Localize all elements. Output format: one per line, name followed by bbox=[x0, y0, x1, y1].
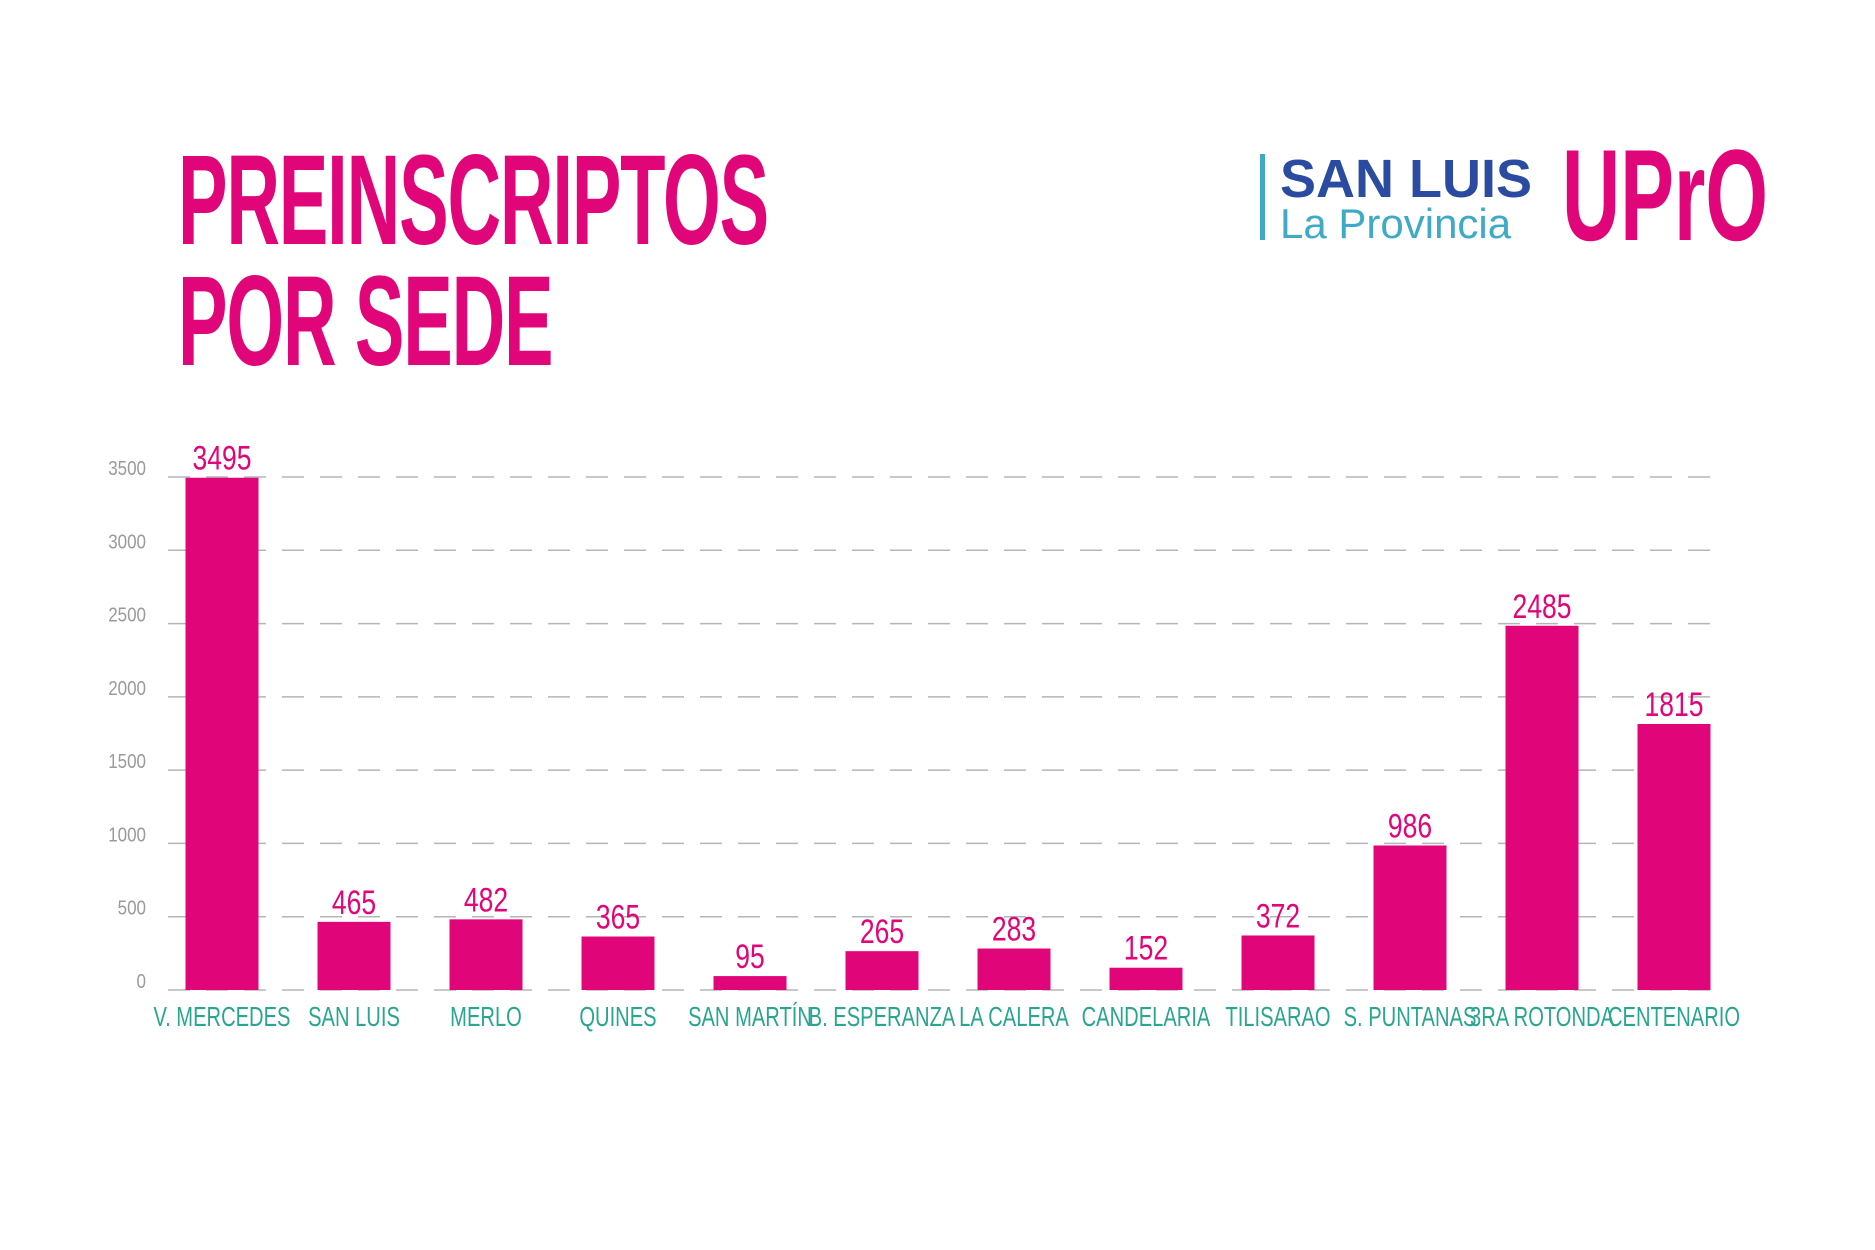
bar-value-label: 3495 bbox=[193, 440, 252, 478]
y-tick-label: 500 bbox=[118, 896, 146, 919]
y-tick-label: 2000 bbox=[108, 677, 146, 700]
bar-value-label: 1815 bbox=[1645, 686, 1704, 724]
bar-value-label: 482 bbox=[464, 881, 508, 919]
bar-value-label: 372 bbox=[1256, 897, 1300, 935]
bar bbox=[713, 976, 787, 990]
bar-value-label: 283 bbox=[992, 910, 1036, 948]
bar bbox=[1109, 967, 1183, 990]
y-tick-label: 1500 bbox=[108, 750, 146, 773]
x-category-label: CANDELARIA bbox=[1082, 1002, 1211, 1033]
y-tick-label: 3000 bbox=[108, 530, 146, 553]
bar-value-label: 265 bbox=[860, 913, 904, 951]
x-category-label: MERLO bbox=[450, 1002, 522, 1033]
bar bbox=[185, 477, 259, 990]
y-tick-label: 2500 bbox=[108, 603, 146, 626]
bar-value-label: 152 bbox=[1124, 930, 1168, 968]
chart-title-line-1: PREINSCRIPTOS bbox=[178, 129, 769, 272]
x-category-label: V. MERCEDES bbox=[154, 1002, 291, 1033]
x-category-label: S. PUNTANAS bbox=[1344, 1002, 1477, 1033]
x-category-label: TILISARAO bbox=[1225, 1002, 1330, 1033]
y-tick-label: 0 bbox=[137, 970, 146, 993]
logo-divider bbox=[1260, 154, 1265, 240]
x-category-label: CENTENARIO bbox=[1608, 1002, 1740, 1033]
upro-logo: UPrO bbox=[1562, 122, 1769, 268]
chart-title-line-2: POR SEDE bbox=[178, 250, 554, 393]
x-category-label: 3RA ROTONDA bbox=[1470, 1002, 1615, 1033]
bar-value-label: 365 bbox=[596, 898, 640, 936]
bar bbox=[581, 936, 655, 990]
la-provincia-logo-text: La Provincia bbox=[1280, 200, 1512, 247]
bar bbox=[1241, 935, 1315, 990]
bar bbox=[317, 921, 391, 990]
bar bbox=[449, 919, 523, 990]
bar-value-label: 465 bbox=[332, 884, 376, 922]
y-tick-label: 1000 bbox=[108, 823, 146, 846]
bar-value-label: 986 bbox=[1388, 807, 1432, 845]
x-category-label: SAN MARTÍN bbox=[688, 1002, 812, 1033]
bar bbox=[1505, 625, 1579, 990]
bar bbox=[1373, 845, 1447, 990]
x-category-label: SAN LUIS bbox=[308, 1002, 400, 1033]
bar bbox=[977, 948, 1051, 990]
bar bbox=[1637, 723, 1711, 990]
y-tick-label: 3500 bbox=[108, 457, 146, 480]
bar bbox=[845, 951, 919, 990]
san-luis-logo-text: SAN LUIS bbox=[1280, 149, 1533, 209]
bar-value-label: 2485 bbox=[1513, 588, 1572, 626]
bar-value-label: 95 bbox=[735, 938, 765, 976]
x-category-label: B. ESPERANZA bbox=[809, 1002, 956, 1033]
x-category-label: QUINES bbox=[579, 1002, 656, 1033]
x-category-label: LA CALERA bbox=[959, 1002, 1069, 1033]
